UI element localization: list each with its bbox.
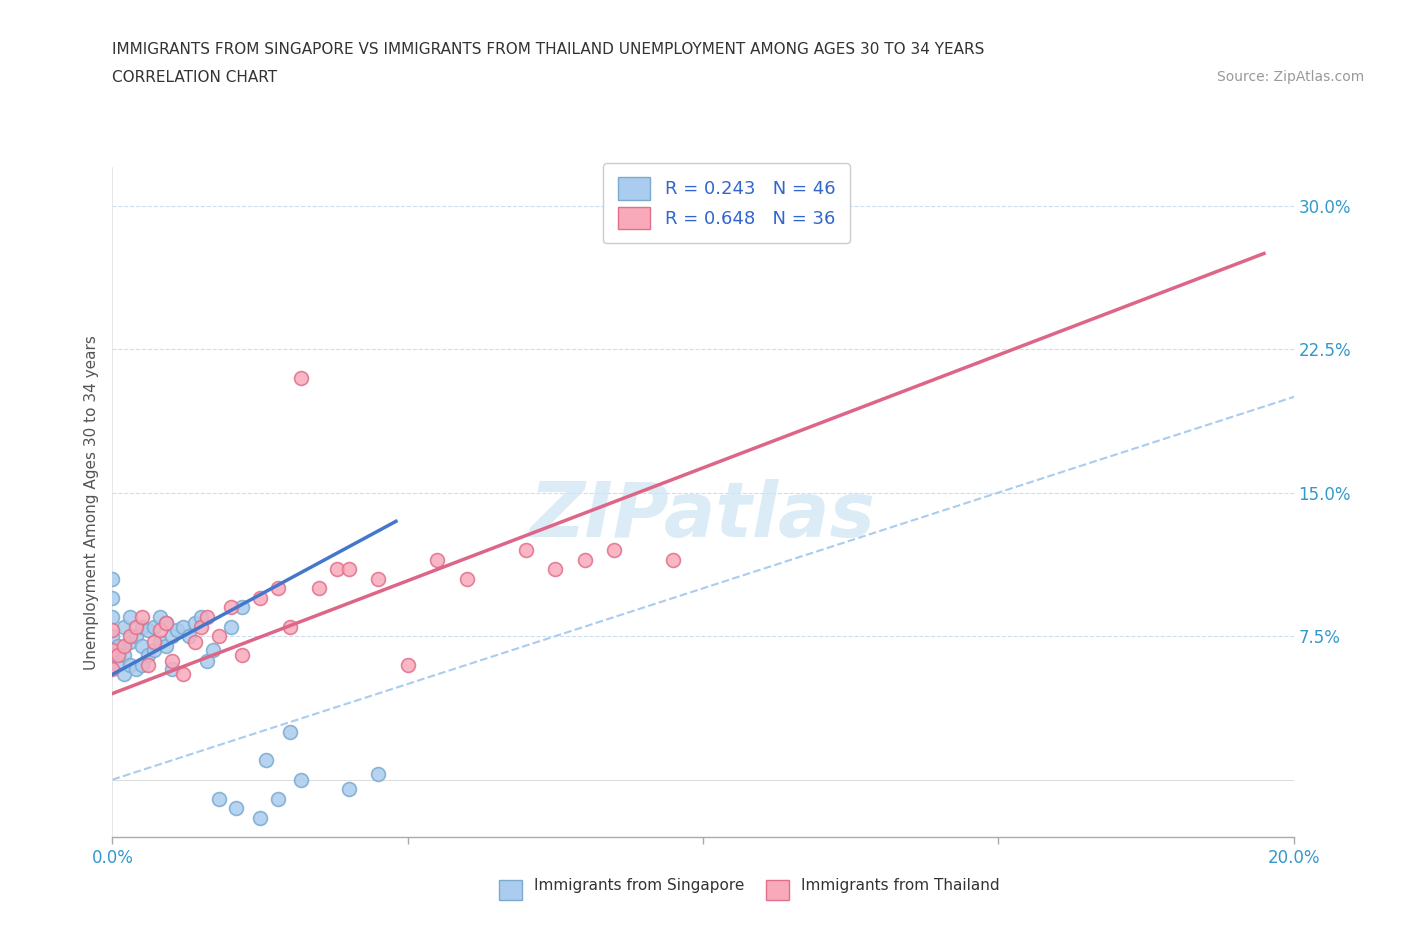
- Point: [149, 634, 172, 649]
- Point: [155, 638, 177, 653]
- Point: [131, 619, 153, 634]
- Point: [231, 648, 253, 663]
- Point: [278, 619, 301, 634]
- Point: [112, 638, 135, 653]
- Point: [120, 609, 142, 624]
- Point: [125, 619, 148, 634]
- Text: ZIPatlas: ZIPatlas: [530, 479, 876, 552]
- Point: [160, 661, 183, 676]
- Point: [112, 619, 135, 634]
- Point: [267, 581, 290, 596]
- Point: [267, 791, 290, 806]
- Point: [179, 629, 201, 644]
- Point: [367, 571, 389, 586]
- Point: [574, 552, 596, 567]
- Point: [149, 609, 172, 624]
- Point: [101, 591, 124, 605]
- Point: [155, 616, 177, 631]
- Point: [172, 667, 194, 682]
- Point: [190, 619, 212, 634]
- Point: [142, 642, 165, 657]
- Point: [208, 791, 231, 806]
- Point: [290, 772, 312, 787]
- Point: [120, 629, 142, 644]
- Point: [219, 600, 242, 615]
- Point: [603, 542, 626, 557]
- Point: [662, 552, 685, 567]
- Point: [107, 658, 129, 672]
- Point: [249, 810, 271, 825]
- Point: [326, 562, 349, 577]
- Point: [155, 616, 177, 631]
- Point: [101, 623, 124, 638]
- Point: [101, 571, 124, 586]
- Point: [190, 609, 212, 624]
- Point: [136, 648, 159, 663]
- Point: [101, 661, 124, 676]
- Point: [149, 623, 172, 638]
- Point: [112, 667, 135, 682]
- Point: [219, 619, 242, 634]
- Point: [131, 609, 153, 624]
- Point: [101, 609, 124, 624]
- Text: Source: ZipAtlas.com: Source: ZipAtlas.com: [1216, 70, 1364, 84]
- Point: [515, 542, 537, 557]
- Point: [101, 642, 124, 657]
- Point: [112, 648, 135, 663]
- Point: [166, 623, 188, 638]
- Point: [208, 629, 231, 644]
- Point: [195, 609, 218, 624]
- Point: [456, 571, 478, 586]
- Text: Immigrants from Thailand: Immigrants from Thailand: [801, 878, 1000, 893]
- Point: [195, 654, 218, 669]
- Point: [160, 654, 183, 669]
- Text: IMMIGRANTS FROM SINGAPORE VS IMMIGRANTS FROM THAILAND UNEMPLOYMENT AMONG AGES 30: IMMIGRANTS FROM SINGAPORE VS IMMIGRANTS …: [112, 42, 984, 57]
- Point: [142, 619, 165, 634]
- Point: [101, 648, 124, 663]
- Point: [136, 623, 159, 638]
- Point: [131, 658, 153, 672]
- Text: Immigrants from Singapore: Immigrants from Singapore: [534, 878, 745, 893]
- Point: [125, 661, 148, 676]
- Point: [184, 616, 207, 631]
- Point: [337, 562, 360, 577]
- Point: [172, 619, 194, 634]
- Point: [426, 552, 449, 567]
- Point: [160, 629, 183, 644]
- Y-axis label: Unemployment Among Ages 30 to 34 years: Unemployment Among Ages 30 to 34 years: [83, 335, 98, 670]
- Point: [278, 724, 301, 739]
- Point: [544, 562, 567, 577]
- Point: [131, 638, 153, 653]
- Point: [125, 629, 148, 644]
- Point: [254, 753, 277, 768]
- Point: [184, 634, 207, 649]
- Point: [290, 370, 312, 385]
- Point: [367, 766, 389, 781]
- Point: [308, 581, 330, 596]
- Point: [107, 638, 129, 653]
- Point: [201, 642, 224, 657]
- Text: CORRELATION CHART: CORRELATION CHART: [112, 70, 277, 85]
- Point: [107, 648, 129, 663]
- Point: [101, 629, 124, 644]
- Point: [225, 801, 247, 816]
- Point: [120, 658, 142, 672]
- Point: [337, 782, 360, 797]
- Point: [136, 658, 159, 672]
- Legend: R = 0.243   N = 46, R = 0.648   N = 36: R = 0.243 N = 46, R = 0.648 N = 36: [603, 163, 849, 244]
- Point: [142, 634, 165, 649]
- Point: [249, 591, 271, 605]
- Point: [120, 634, 142, 649]
- Point: [231, 600, 253, 615]
- Point: [396, 658, 419, 672]
